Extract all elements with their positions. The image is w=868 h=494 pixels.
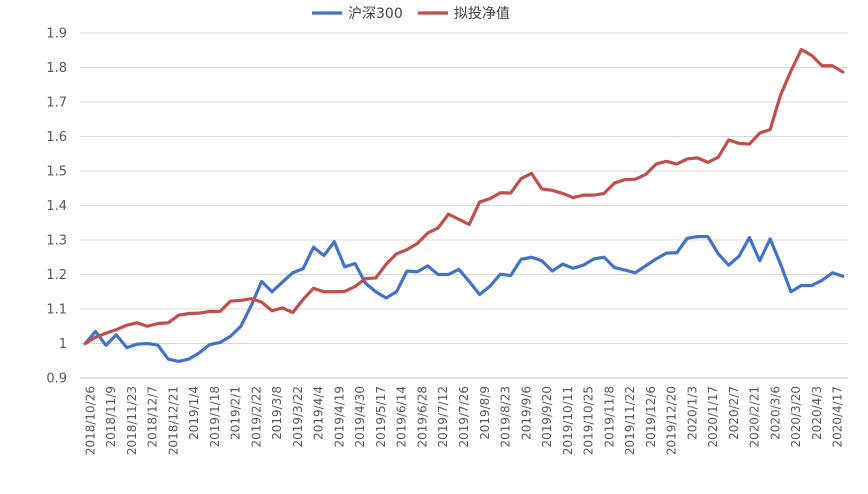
x-tick-label: 2019/7/12 xyxy=(436,386,450,448)
series-line-2 xyxy=(83,47,845,346)
x-tick-label: 2019/4/19 xyxy=(332,386,346,448)
x-tick-label: 2019/12/6 xyxy=(644,386,658,448)
y-tick-label: 1.2 xyxy=(46,268,67,283)
x-axis: 2018/10/26 2018/11/9 2018/11/23 2018/12/7 20… xyxy=(83,386,844,455)
x-tick-label: 2019/1/18 xyxy=(208,386,222,448)
x-tick-label: 2020/3/6 xyxy=(768,386,782,440)
y-tick-label: 0.9 xyxy=(46,372,67,387)
y-tick-label: 1.5 xyxy=(46,165,67,180)
x-tick-label: 2019/2/1 xyxy=(229,386,243,440)
x-tick-label: 2019/9/6 xyxy=(519,386,533,440)
x-tick-label: 2019/10/25 xyxy=(582,386,596,455)
x-tick-label: 2019/6/28 xyxy=(415,386,429,448)
x-tick-label: 2018/11/23 xyxy=(125,386,139,455)
legend-label: 沪深300 xyxy=(348,6,403,22)
y-tick-label: 1.6 xyxy=(46,130,67,145)
x-tick-label: 2019/4/4 xyxy=(312,386,326,440)
y-axis: 0.9 1 1.1 1.2 1.3 1.4 1.5 1.6 1.7 1.8 1.9 xyxy=(46,27,67,387)
y-tick-label: 1.4 xyxy=(46,199,67,214)
x-tick-label: 2020/2/7 xyxy=(727,386,741,440)
series-lines xyxy=(83,47,845,364)
x-tick-label: 2020/4/17 xyxy=(831,386,845,448)
x-tick-label: 2019/6/14 xyxy=(395,386,409,448)
x-tick-label: 2020/4/3 xyxy=(810,386,824,440)
x-tick-label: 2018/12/7 xyxy=(146,386,160,448)
x-tick-label: 2019/8/23 xyxy=(499,386,513,448)
legend: 沪深300 拟投净值 xyxy=(312,6,510,22)
y-tick-label: 1.8 xyxy=(46,61,67,76)
x-tick-label: 2018/11/9 xyxy=(104,386,118,448)
x-tick-label: 2020/1/3 xyxy=(685,386,699,440)
x-tick-label: 2018/10/26 xyxy=(83,386,97,455)
y-tick-label: 1.9 xyxy=(46,27,67,42)
x-tick-label: 2019/8/9 xyxy=(478,386,492,440)
legend-label: 拟投净值 xyxy=(454,6,510,22)
x-tick-label: 2020/1/17 xyxy=(706,386,720,448)
x-tick-label: 2019/11/22 xyxy=(623,386,637,455)
x-tick-label: 2019/7/26 xyxy=(457,386,471,448)
x-tick-label: 2020/2/21 xyxy=(748,386,762,448)
x-tick-label: 2019/3/22 xyxy=(291,386,305,448)
x-tick-label: 2019/12/20 xyxy=(665,386,679,455)
x-tick-label: 2019/3/8 xyxy=(270,386,284,440)
x-tick-label: 2018/12/21 xyxy=(166,386,180,455)
x-tick-label: 2020/3/20 xyxy=(789,386,803,448)
y-tick-label: 1.1 xyxy=(46,303,67,318)
gridlines xyxy=(80,32,848,379)
x-tick-label: 2019/4/30 xyxy=(353,386,367,448)
x-tick-label: 2019/5/17 xyxy=(374,386,388,448)
series-line-1 xyxy=(83,234,845,364)
y-tick-label: 1 xyxy=(59,337,67,352)
x-tick-label: 2019/10/11 xyxy=(561,386,575,455)
x-tick-label: 2019/9/20 xyxy=(540,386,554,448)
x-tick-label: 2019/11/8 xyxy=(602,386,616,448)
y-tick-label: 1.3 xyxy=(46,234,67,249)
x-tick-label: 2019/1/4 xyxy=(187,386,201,440)
y-tick-label: 1.7 xyxy=(46,96,67,111)
x-tick-label: 2019/2/22 xyxy=(249,386,263,448)
